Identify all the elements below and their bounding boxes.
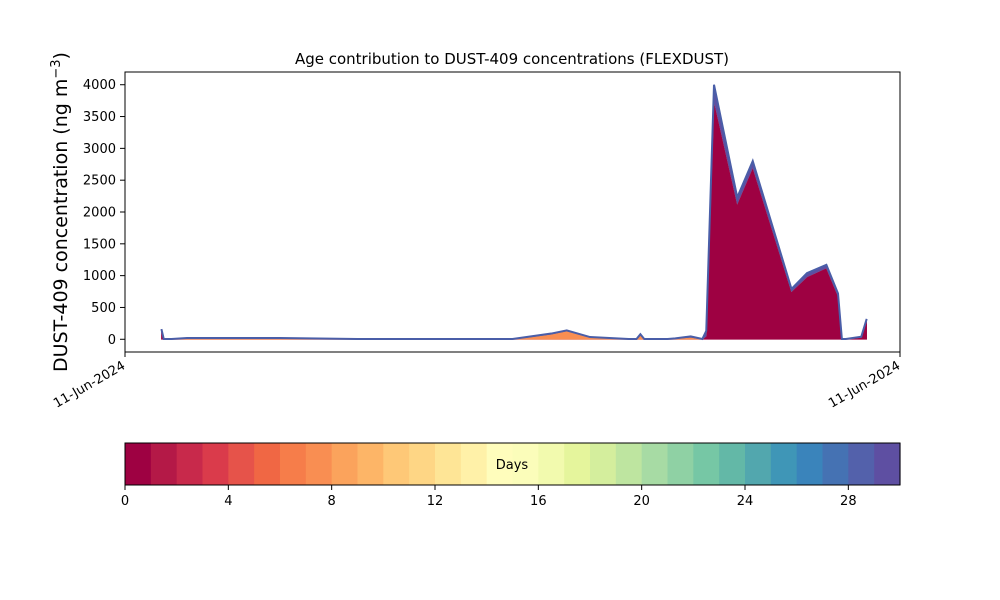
colorbar-cell bbox=[719, 443, 746, 485]
y-tick-label: 0 bbox=[108, 333, 116, 348]
colorbar-cell bbox=[280, 443, 307, 485]
colorbar-tick-label: 24 bbox=[737, 494, 754, 509]
y-axis-label-superscript: −3 bbox=[49, 59, 64, 78]
colorbar-cell bbox=[796, 443, 824, 485]
y-axis-label-main: DUST-409 concentration (ng m bbox=[50, 79, 72, 372]
colorbar-ticks: 0 4 8 12 16 20 24 28 bbox=[121, 485, 857, 509]
colorbar-cell bbox=[254, 443, 281, 485]
plot-area: 0 500 1000 1500 2000 2500 3000 3500 4000 11-Jun-… bbox=[51, 71, 903, 411]
colorbar-label: Days bbox=[496, 458, 529, 473]
y-tick-label: 1500 bbox=[83, 237, 116, 252]
y-tick-label: 3000 bbox=[83, 142, 116, 157]
colorbar-tick-label: 4 bbox=[224, 494, 232, 509]
colorbar-cell bbox=[745, 443, 772, 485]
x-tick-label: 11-Jun-2024 bbox=[826, 358, 903, 411]
colorbar-cell bbox=[150, 443, 178, 485]
colorbar-tick-label: 20 bbox=[633, 494, 650, 509]
total-concentration-line bbox=[160, 84, 868, 341]
colorbar-frame bbox=[124, 442, 901, 486]
colorbar-cell bbox=[538, 443, 565, 485]
y-tick-label: 2000 bbox=[83, 206, 116, 221]
colorbar-cell bbox=[564, 443, 591, 485]
colorbar-cell bbox=[460, 443, 488, 485]
y-tick-label: 1000 bbox=[83, 269, 116, 284]
colorbar-tick-label: 16 bbox=[530, 494, 547, 509]
x-axis-ticks: 11-Jun-2024 11-Jun-2024 bbox=[51, 352, 903, 411]
colorbar-cell bbox=[305, 443, 333, 485]
colorbar-cell bbox=[667, 443, 694, 485]
y-tick-label: 4000 bbox=[83, 78, 116, 93]
colorbar-cell bbox=[512, 443, 539, 485]
y-tick-label: 3500 bbox=[83, 110, 116, 125]
y-axis-label: DUST-409 concentration (ng m−3) bbox=[49, 52, 73, 372]
colorbar-cells bbox=[125, 443, 901, 485]
colorbar-cell bbox=[874, 443, 901, 485]
colorbar-cell bbox=[848, 443, 875, 485]
y-axis-ticks: 0 500 1000 1500 2000 2500 3000 3500 4000 bbox=[83, 78, 125, 348]
chart-title: Age contribution to DUST-409 concentrati… bbox=[295, 50, 729, 68]
colorbar-cell bbox=[383, 443, 410, 485]
colorbar-cell bbox=[590, 443, 617, 485]
colorbar-cell bbox=[770, 443, 798, 485]
colorbar-tick-label: 0 bbox=[121, 494, 129, 509]
colorbar-tick-label: 12 bbox=[427, 494, 444, 509]
area-series-group bbox=[160, 84, 868, 341]
colorbar: Days 0 4 8 12 16 20 24 28 bbox=[121, 442, 901, 509]
y-tick-label: 2500 bbox=[83, 174, 116, 189]
y-tick-label: 500 bbox=[91, 301, 116, 316]
colorbar-tick-label: 8 bbox=[328, 494, 336, 509]
colorbar-cell bbox=[357, 443, 384, 485]
area-series-0-1 bbox=[161, 100, 867, 340]
colorbar-cell bbox=[228, 443, 255, 485]
colorbar-cell bbox=[331, 443, 359, 485]
colorbar-cell bbox=[125, 443, 152, 485]
colorbar-cell bbox=[202, 443, 229, 485]
colorbar-cell bbox=[693, 443, 720, 485]
y-axis-label-close: ) bbox=[50, 52, 72, 59]
colorbar-cell bbox=[822, 443, 849, 485]
colorbar-cell bbox=[409, 443, 436, 485]
colorbar-cell bbox=[176, 443, 204, 485]
colorbar-cell bbox=[641, 443, 669, 485]
colorbar-cell bbox=[435, 443, 462, 485]
colorbar-tick-label: 28 bbox=[840, 494, 857, 509]
colorbar-cell bbox=[615, 443, 643, 485]
colorbar-cell bbox=[486, 443, 514, 485]
